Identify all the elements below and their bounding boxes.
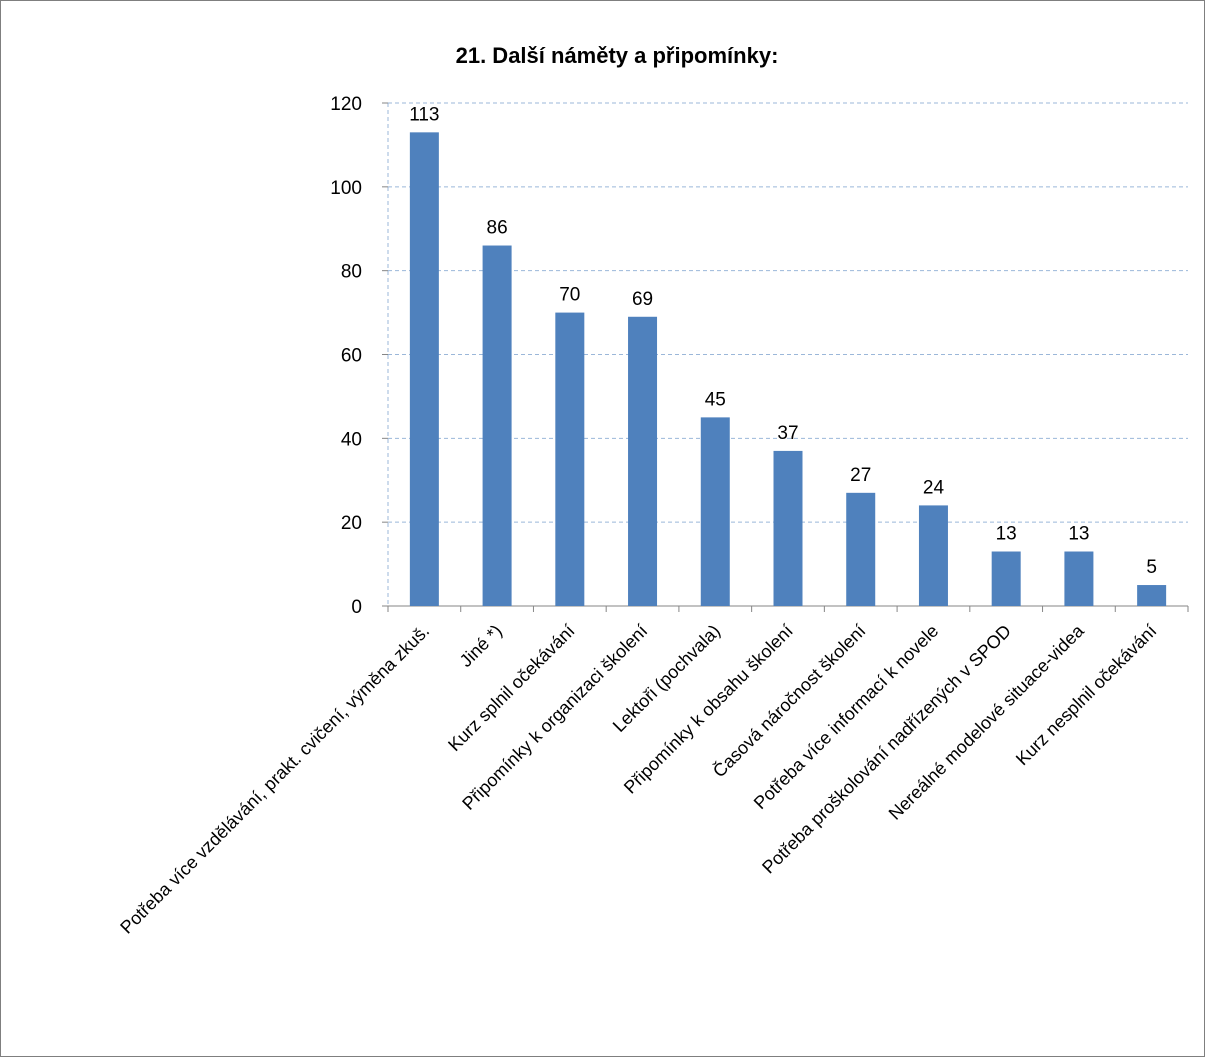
y-tick-label: 80 [341,262,362,283]
data-label: 37 [777,423,798,444]
bars [409,132,1167,606]
y-tick-label: 100 [330,178,362,199]
bar [918,505,948,606]
data-label: 5 [1146,557,1157,578]
y-tick-label: 40 [341,429,362,450]
data-label: 113 [409,104,439,125]
data-label: 13 [996,524,1017,545]
data-label: 70 [559,285,580,306]
gridlines [387,102,1188,606]
data-label: 27 [850,465,871,486]
category-label: Kurz splnil očekávání [444,621,578,755]
chart-title: 21. Další náměty a připomínky: [456,43,779,68]
data-label: 86 [487,218,508,239]
category-label: Časová náročnost školení [708,620,869,781]
data-label: 13 [1068,524,1089,545]
data-labels: 113 86 70 69 45 37 27 24 13 13 5 [409,104,1157,578]
data-label: 45 [705,389,726,410]
y-tick-label: 0 [351,597,362,618]
bar [555,312,585,606]
bar [409,132,439,606]
category-label: Jiné *) [456,621,506,671]
bar [991,551,1021,606]
category-labels: Potřeba více vzdělávání, prakt. cvičení,… [116,620,1160,938]
bar [773,450,803,606]
bar [846,492,876,606]
data-label: 69 [632,289,653,310]
bar [1137,585,1167,606]
bar [700,417,730,606]
category-label: Potřeba proškolování nadřízených v SPOD [758,621,1015,878]
category-label: Potřeba více vzdělávání, prakt. cvičení,… [116,621,433,938]
bar [628,316,658,606]
y-tick-label: 60 [341,346,362,367]
data-label: 24 [923,477,945,498]
y-tick-label: 20 [341,513,362,534]
bar [1064,551,1094,606]
bar [482,245,512,606]
y-tick-label: 120 [330,94,362,115]
category-label: Kurz nesplnil očekávání [1012,621,1161,770]
y-tick-labels: 0 20 40 60 80 100 120 [330,94,362,618]
